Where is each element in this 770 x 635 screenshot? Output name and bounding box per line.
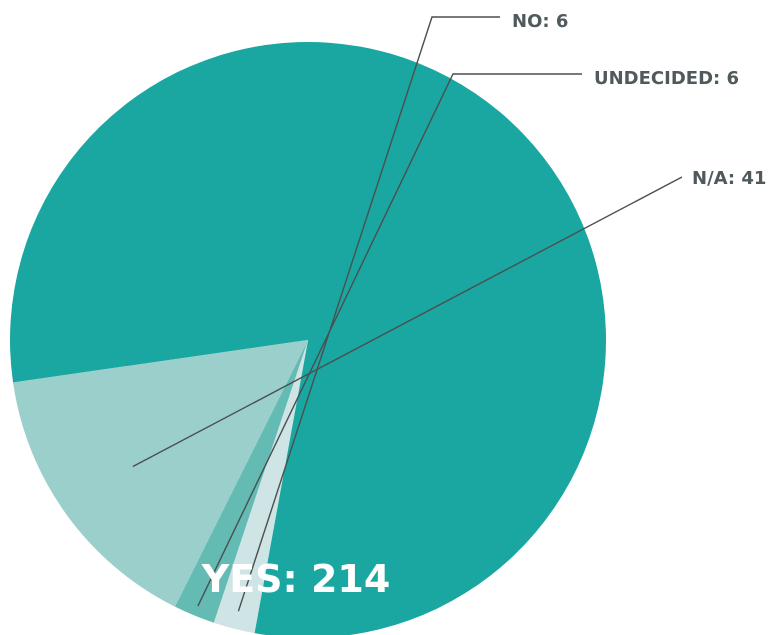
pie-slice-yes (10, 42, 606, 635)
slice-label-undecided: UNDECIDED: 6 (594, 68, 739, 89)
pie-slices (10, 42, 606, 635)
pie-slice-no (213, 340, 308, 634)
leader-line-undecided (197, 73, 582, 607)
leader-lines (132, 16, 683, 612)
leader-line-n-a (132, 176, 683, 468)
pie-slice-undecided (174, 340, 308, 623)
slice-label-yes: YES: 214 (201, 557, 391, 601)
slice-label-no: NO: 6 (512, 11, 568, 32)
slice-label-na: N/A: 41 (692, 168, 766, 189)
leader-line-no (237, 16, 500, 612)
pie-slice-n-a (13, 340, 309, 607)
